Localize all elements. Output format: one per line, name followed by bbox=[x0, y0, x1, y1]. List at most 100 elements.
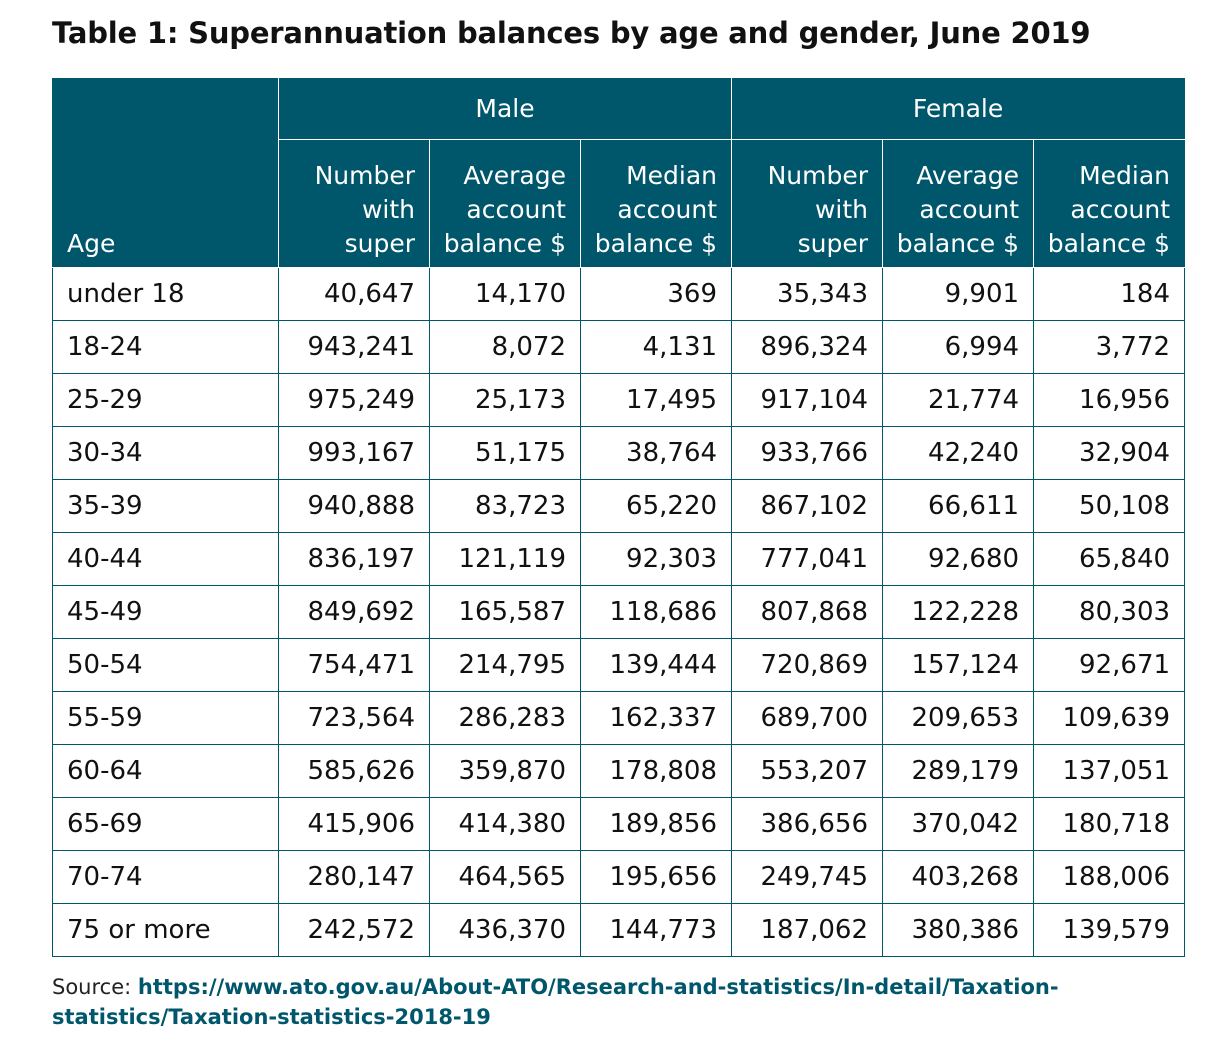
value-cell: 214,795 bbox=[429, 638, 581, 692]
column-header-line: Median bbox=[1079, 161, 1171, 190]
age-cell: 40-44 bbox=[52, 532, 279, 586]
value-cell: 83,723 bbox=[429, 479, 581, 533]
value-cell: 32,904 bbox=[1033, 426, 1186, 480]
column-header-line: account bbox=[1070, 195, 1171, 224]
value-cell: 65,840 bbox=[1033, 532, 1186, 586]
age-cell: 75 or more bbox=[52, 903, 279, 957]
value-cell: 178,808 bbox=[579, 744, 733, 798]
value-cell: 121,119 bbox=[429, 532, 581, 586]
column-header-line: Average bbox=[916, 161, 1020, 190]
value-cell: 689,700 bbox=[731, 691, 884, 745]
value-cell: 867,102 bbox=[731, 479, 884, 533]
value-cell: 189,856 bbox=[579, 797, 733, 851]
value-cell: 165,587 bbox=[429, 585, 581, 639]
value-cell: 585,626 bbox=[278, 744, 430, 798]
value-cell: 3,772 bbox=[1033, 320, 1186, 374]
value-cell: 50,108 bbox=[1033, 479, 1186, 533]
table-row: 55-59 723,564 286,283 162,337 689,700 209,653… bbox=[52, 691, 1186, 745]
value-cell: 40,647 bbox=[278, 267, 430, 321]
value-cell: 6,994 bbox=[882, 320, 1035, 374]
value-cell: 975,249 bbox=[278, 373, 430, 427]
age-cell: 60-64 bbox=[52, 744, 279, 798]
value-cell: 777,041 bbox=[731, 532, 884, 586]
age-column-header: Age bbox=[52, 78, 279, 268]
value-cell: 4,131 bbox=[579, 320, 733, 374]
value-cell: 209,653 bbox=[882, 691, 1035, 745]
column-header-line: balance $ bbox=[896, 229, 1020, 258]
value-cell: 403,268 bbox=[882, 850, 1035, 904]
source-label: Source: bbox=[52, 975, 132, 999]
value-cell: 157,124 bbox=[882, 638, 1035, 692]
value-cell: 249,745 bbox=[731, 850, 884, 904]
source-link[interactable]: https://www.ato.gov.au/About-ATO/Researc… bbox=[52, 975, 1059, 1029]
value-cell: 139,444 bbox=[579, 638, 733, 692]
age-cell: 25-29 bbox=[52, 373, 279, 427]
value-cell: 754,471 bbox=[278, 638, 430, 692]
value-cell: 242,572 bbox=[278, 903, 430, 957]
value-cell: 940,888 bbox=[278, 479, 430, 533]
value-cell: 380,386 bbox=[882, 903, 1035, 957]
value-cell: 80,303 bbox=[1033, 585, 1186, 639]
value-cell: 933,766 bbox=[731, 426, 884, 480]
value-cell: 436,370 bbox=[429, 903, 581, 957]
value-cell: 92,671 bbox=[1033, 638, 1186, 692]
value-cell: 414,380 bbox=[429, 797, 581, 851]
value-cell: 17,495 bbox=[579, 373, 733, 427]
column-header-line: balance $ bbox=[443, 229, 566, 258]
value-cell: 993,167 bbox=[278, 426, 430, 480]
value-cell: 118,686 bbox=[579, 585, 733, 639]
table-row: 18-24 943,241 8,072 4,131 896,324 6,994 3,772 bbox=[52, 320, 1186, 374]
value-cell: 943,241 bbox=[278, 320, 430, 374]
column-header: Average account balance $ bbox=[882, 139, 1035, 268]
value-cell: 16,956 bbox=[1033, 373, 1186, 427]
table-row: 40-44 836,197 121,119 92,303 777,041 92,680 65… bbox=[52, 532, 1186, 586]
age-cell: 65-69 bbox=[52, 797, 279, 851]
value-cell: 92,303 bbox=[579, 532, 733, 586]
column-header: Number with super bbox=[731, 139, 884, 268]
female-group-header: Female bbox=[731, 78, 1186, 140]
male-group-header: Male bbox=[277, 78, 733, 140]
value-cell: 51,175 bbox=[429, 426, 581, 480]
value-cell: 464,565 bbox=[429, 850, 581, 904]
age-cell: under 18 bbox=[52, 267, 279, 321]
value-cell: 359,870 bbox=[429, 744, 581, 798]
value-cell: 370,042 bbox=[882, 797, 1035, 851]
value-cell: 139,579 bbox=[1033, 903, 1186, 957]
value-cell: 144,773 bbox=[579, 903, 733, 957]
column-header-line: with bbox=[361, 195, 415, 224]
value-cell: 25,173 bbox=[429, 373, 581, 427]
value-cell: 109,639 bbox=[1033, 691, 1186, 745]
age-cell: 55-59 bbox=[52, 691, 279, 745]
table-row: 35-39 940,888 83,723 65,220 867,102 66,611 50,… bbox=[52, 479, 1186, 533]
column-header-line: balance $ bbox=[1047, 229, 1171, 258]
column-header-line: Average bbox=[463, 161, 566, 190]
column-header: Number with super bbox=[278, 139, 430, 268]
age-cell: 18-24 bbox=[52, 320, 279, 374]
column-header-line: super bbox=[344, 229, 415, 258]
source-note: Source: https://www.ato.gov.au/About-ATO… bbox=[52, 972, 1192, 1032]
value-cell: 280,147 bbox=[278, 850, 430, 904]
group-header-row: Age Male Female bbox=[52, 78, 1186, 268]
value-cell: 553,207 bbox=[731, 744, 884, 798]
value-cell: 917,104 bbox=[731, 373, 884, 427]
value-cell: 386,656 bbox=[731, 797, 884, 851]
column-header: Median account balance $ bbox=[579, 139, 733, 268]
column-header-line: Number bbox=[314, 161, 415, 190]
table-row: 70-74 280,147 464,565 195,656 249,745 403,268… bbox=[52, 850, 1186, 904]
table-row: under 18 40,647 14,170 369 35,343 9,901 184 bbox=[52, 267, 1186, 321]
age-cell: 70-74 bbox=[52, 850, 279, 904]
value-cell: 836,197 bbox=[278, 532, 430, 586]
value-cell: 66,611 bbox=[882, 479, 1035, 533]
column-header-line: with bbox=[814, 195, 869, 224]
column-header-line: Number bbox=[767, 161, 869, 190]
value-cell: 42,240 bbox=[882, 426, 1035, 480]
value-cell: 122,228 bbox=[882, 585, 1035, 639]
value-cell: 9,901 bbox=[882, 267, 1035, 321]
value-cell: 807,868 bbox=[731, 585, 884, 639]
table-body: under 18 40,647 14,170 369 35,343 9,901 184 18-… bbox=[52, 267, 1186, 957]
age-cell: 35-39 bbox=[52, 479, 279, 533]
subheader-row: Number with super Average account balance $ Me… bbox=[53, 139, 1186, 268]
age-cell: 30-34 bbox=[52, 426, 279, 480]
age-cell: 50-54 bbox=[52, 638, 279, 692]
value-cell: 195,656 bbox=[579, 850, 733, 904]
